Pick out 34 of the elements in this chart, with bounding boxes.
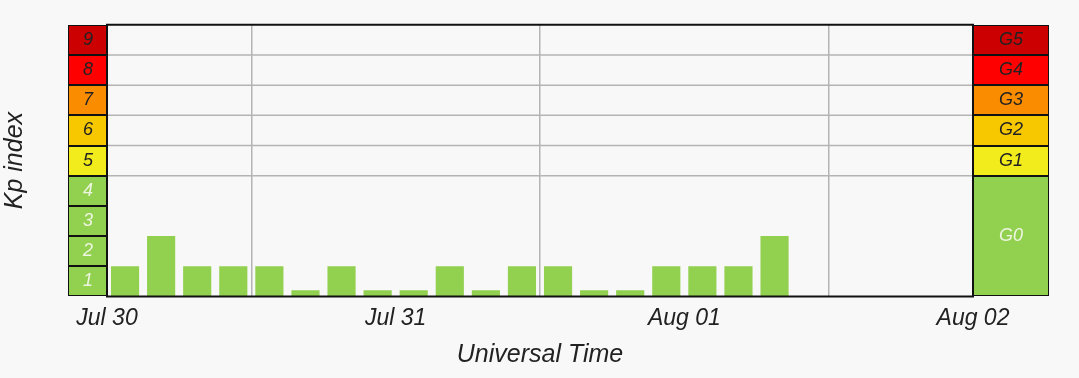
bar bbox=[147, 236, 176, 297]
x-axis-title: Universal Time bbox=[456, 338, 624, 367]
y-tick-label: 9 bbox=[82, 28, 93, 49]
x-tick-label: Aug 02 bbox=[934, 303, 1010, 330]
text: G5 bbox=[998, 28, 1024, 49]
y-axis-title: Kp index bbox=[0, 110, 27, 210]
bar bbox=[327, 266, 356, 297]
bar bbox=[219, 266, 248, 297]
text: G3 bbox=[998, 89, 1024, 110]
y-tick-label: 5 bbox=[82, 149, 94, 170]
text: G4 bbox=[998, 59, 1024, 80]
x-tick-label: Jul 30 bbox=[75, 303, 138, 330]
y-tick-label: 7 bbox=[82, 89, 94, 110]
x-tick-label: Jul 31 bbox=[363, 303, 427, 330]
bar bbox=[543, 266, 573, 297]
text: G2 bbox=[998, 119, 1024, 140]
bar bbox=[183, 266, 212, 297]
bar bbox=[507, 266, 537, 297]
bar bbox=[724, 266, 753, 297]
text: G1 bbox=[998, 149, 1024, 170]
y-tick-label: 8 bbox=[82, 59, 93, 80]
y-tick-label: 1 bbox=[82, 270, 93, 291]
bar bbox=[435, 266, 464, 297]
text: G0 bbox=[998, 225, 1024, 246]
y-tick-label: 6 bbox=[82, 119, 94, 140]
bar bbox=[110, 266, 140, 297]
bar bbox=[652, 266, 681, 297]
x-tick-label: Aug 01 bbox=[645, 303, 721, 330]
bar bbox=[688, 266, 717, 297]
bar bbox=[760, 236, 789, 297]
y-tick-label: 4 bbox=[82, 179, 93, 200]
y-tick-label: 2 bbox=[81, 240, 93, 261]
y-tick-label: 3 bbox=[82, 209, 93, 230]
bar bbox=[255, 266, 284, 297]
